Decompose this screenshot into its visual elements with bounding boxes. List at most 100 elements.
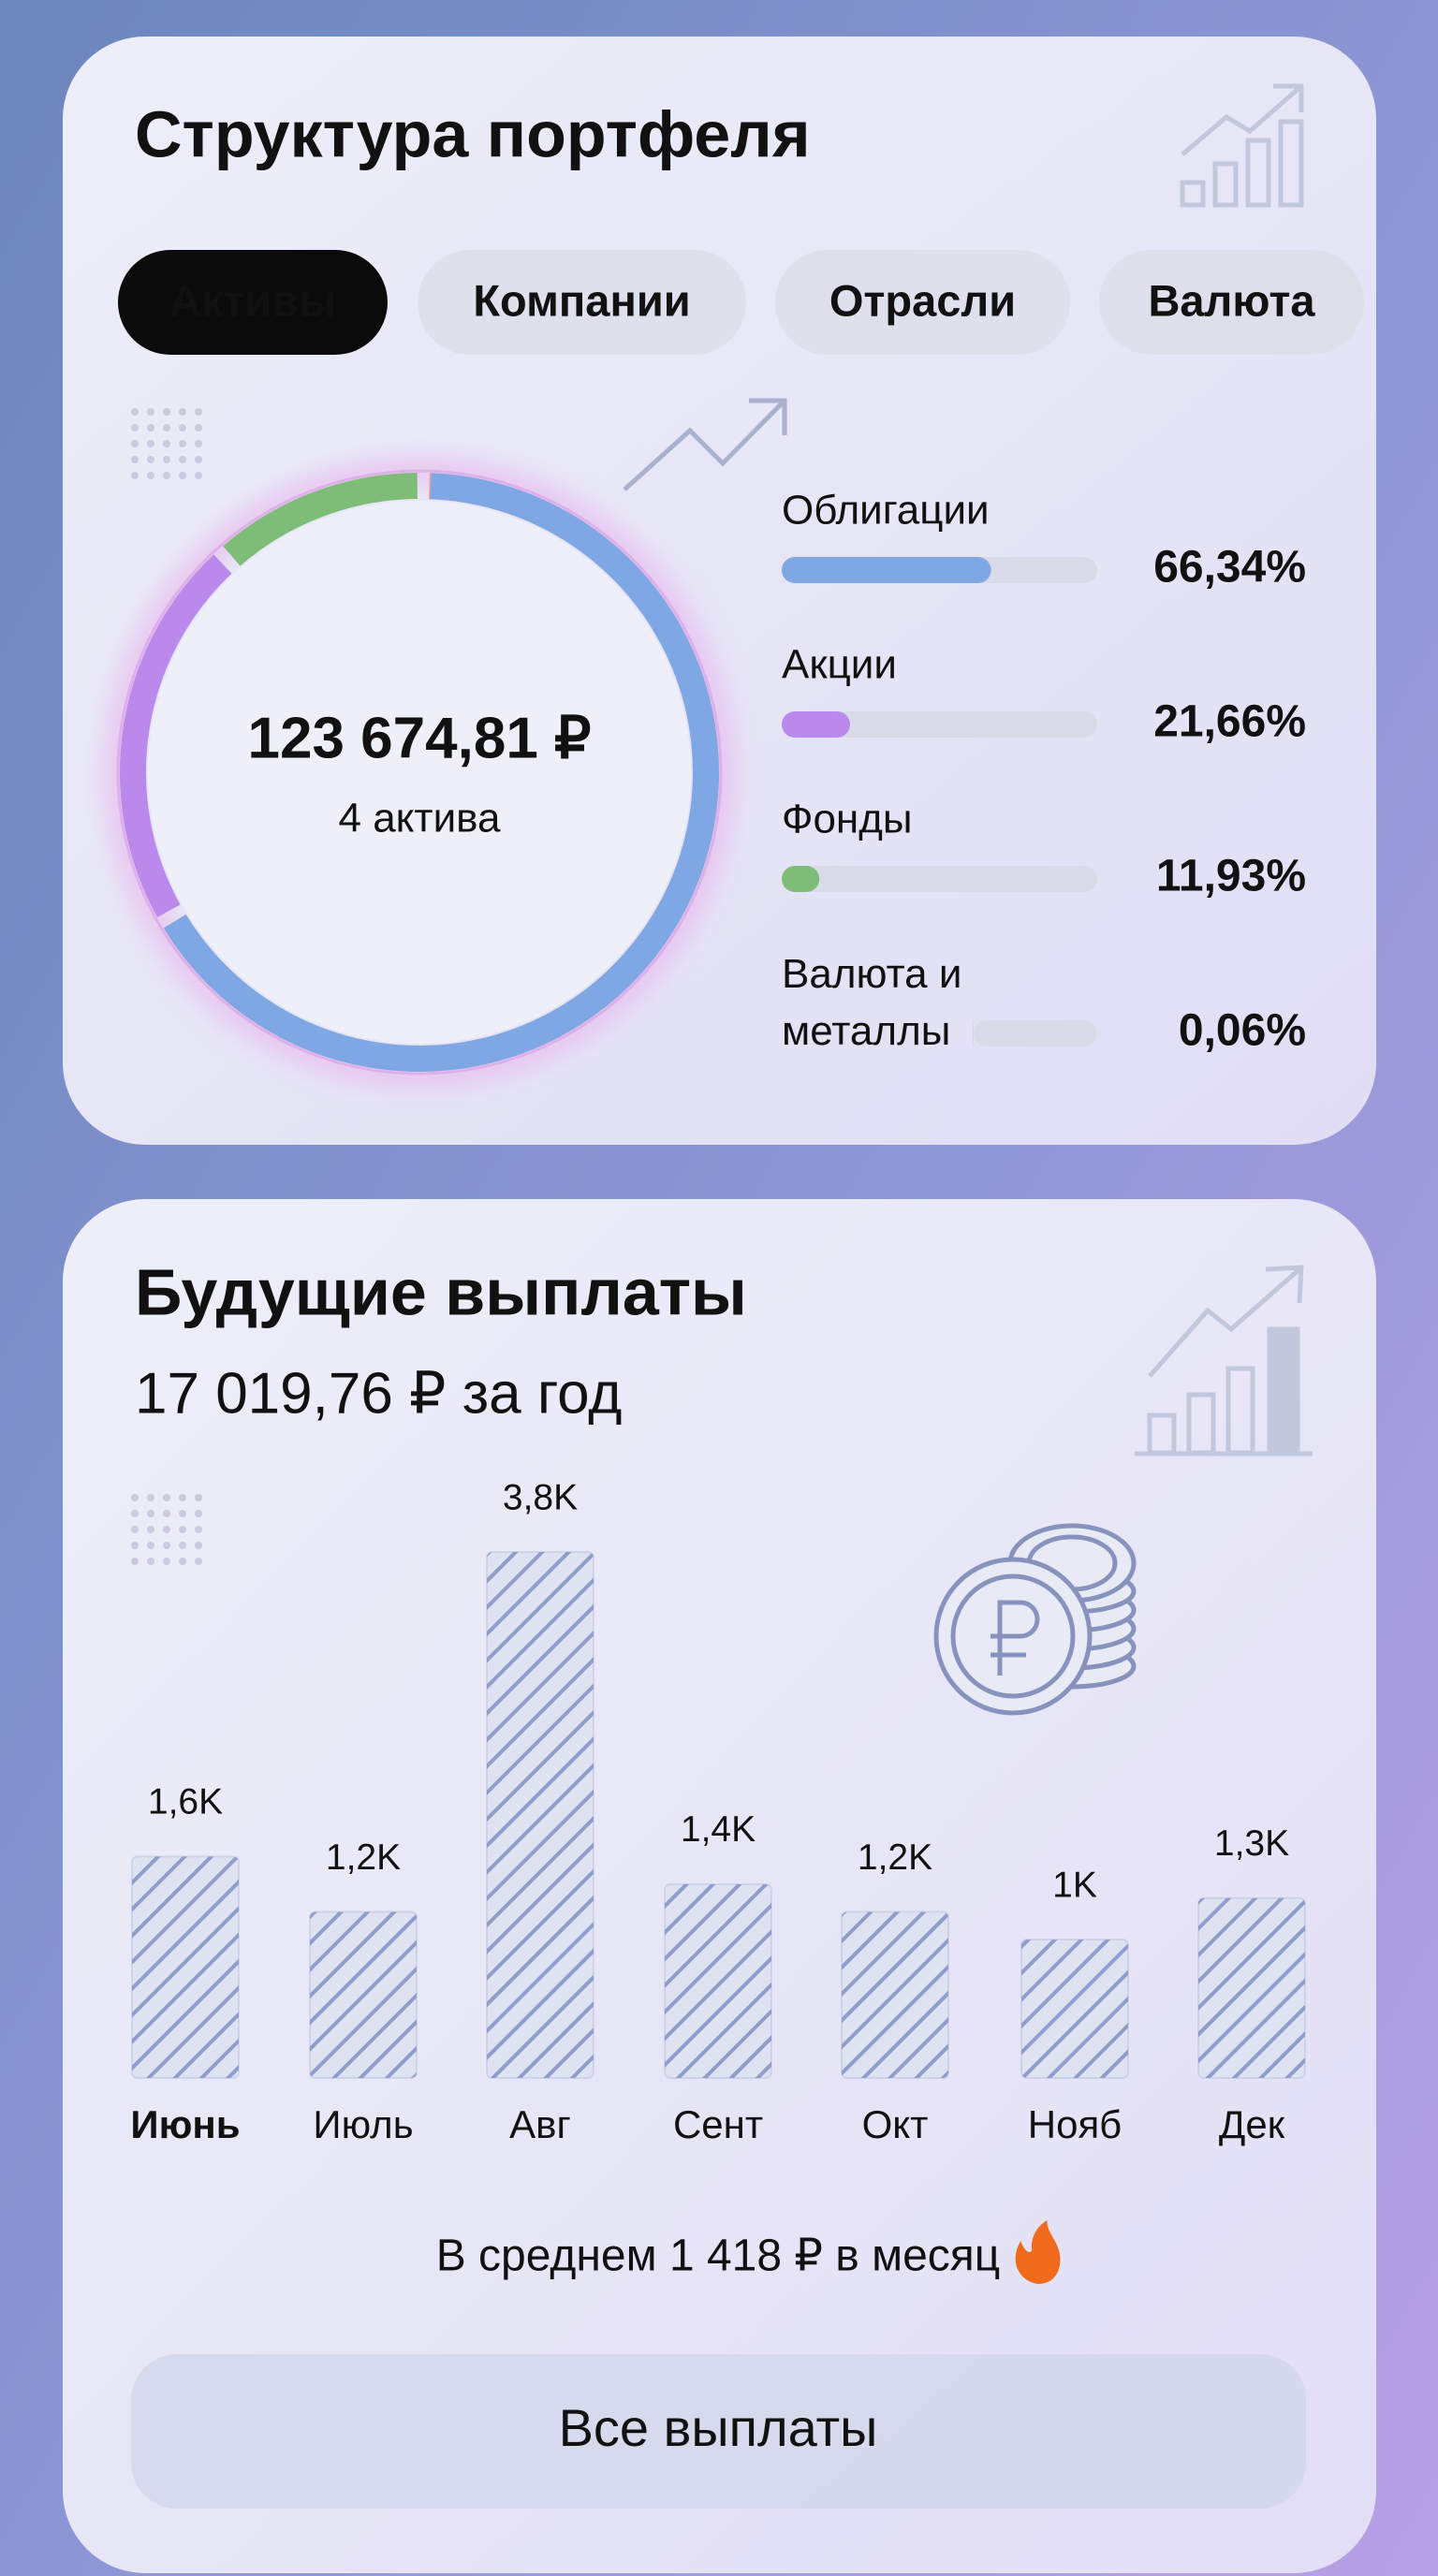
bar-value-label: 1,6K bbox=[148, 1782, 223, 1822]
tab-label[interactable]: Активы bbox=[169, 275, 336, 325]
dot bbox=[131, 1526, 139, 1533]
bar bbox=[309, 1910, 418, 2080]
dot bbox=[195, 424, 202, 432]
legend-label: Акции bbox=[782, 642, 897, 688]
legend-track bbox=[782, 866, 1097, 892]
dot bbox=[147, 440, 154, 447]
x-tick-label: Нояб bbox=[1028, 2102, 1123, 2146]
dot bbox=[147, 1510, 154, 1517]
asset-count: 4 актива bbox=[339, 796, 502, 842]
dot bbox=[195, 408, 202, 416]
dot bbox=[179, 424, 186, 432]
tab[interactable] bbox=[418, 250, 746, 355]
dot bbox=[131, 1558, 139, 1565]
dot bbox=[163, 1494, 170, 1501]
legend-value: 66,34% bbox=[1153, 543, 1306, 593]
legend-label: Облигации bbox=[782, 488, 990, 534]
dot bbox=[163, 472, 170, 479]
dot bbox=[179, 1542, 186, 1549]
dot bbox=[131, 440, 139, 447]
dot bbox=[147, 472, 154, 479]
x-tick-label: Июнь bbox=[130, 2102, 240, 2146]
dot bbox=[163, 1510, 170, 1517]
bar-value-label: 1,2K bbox=[326, 1837, 401, 1878]
donut-segment bbox=[223, 473, 418, 566]
dot bbox=[131, 1510, 139, 1517]
tab-label[interactable]: Компании bbox=[473, 275, 690, 325]
average-text: В среднем 1 418 ₽ в месяц bbox=[436, 2232, 1001, 2281]
x-tick-label: Окт bbox=[862, 2102, 929, 2146]
legend-bar bbox=[782, 866, 820, 892]
tab[interactable] bbox=[1099, 250, 1364, 355]
legend: Облигации 66,34% Акции 21,66% Фонды 11,93% Вал… bbox=[782, 488, 1306, 1056]
x-tick-label: Авг bbox=[509, 2102, 571, 2146]
legend-label: Фонды bbox=[782, 797, 913, 842]
dot bbox=[195, 1526, 202, 1533]
tab-label[interactable]: Валюта bbox=[1148, 275, 1315, 325]
dot bbox=[163, 1526, 170, 1533]
dot bbox=[179, 408, 186, 416]
dot bbox=[195, 1558, 202, 1565]
x-tick-label: Сент bbox=[673, 2102, 763, 2146]
bar-value-label: 1,4K bbox=[681, 1809, 756, 1850]
dot bbox=[195, 1494, 202, 1501]
dot bbox=[179, 472, 186, 479]
bar-value-label: 1K bbox=[1052, 1865, 1097, 1905]
total-value: 123 674,81 ₽ bbox=[248, 706, 592, 770]
dot bbox=[163, 1558, 170, 1565]
coins-icon bbox=[933, 1523, 1137, 1716]
bar bbox=[131, 1855, 240, 2079]
card-title: Будущие выплаты bbox=[135, 1255, 747, 1328]
dot bbox=[195, 472, 202, 479]
flame-icon bbox=[1015, 2220, 1061, 2284]
bar bbox=[486, 1551, 594, 2079]
dot bbox=[131, 472, 139, 479]
legend-value: 11,93% bbox=[1156, 852, 1306, 901]
dot bbox=[195, 440, 202, 447]
card-title: Структура портфеля bbox=[135, 97, 811, 170]
all-payments-button[interactable] bbox=[131, 2354, 1306, 2509]
dot-grid bbox=[131, 408, 202, 479]
donut-segment bbox=[120, 554, 232, 917]
tab[interactable] bbox=[118, 250, 388, 355]
legend-value: 21,66% bbox=[1153, 697, 1306, 747]
legend-value: 0,06% bbox=[1179, 1006, 1306, 1056]
dot-grid bbox=[131, 1494, 202, 1565]
legend-track bbox=[782, 711, 1097, 738]
dot bbox=[179, 1558, 186, 1565]
tab-bar: Активы Компании Отрасли Валюта bbox=[118, 250, 1364, 355]
chart-icon bbox=[1180, 83, 1304, 208]
dot bbox=[163, 1542, 170, 1549]
dot bbox=[179, 456, 186, 463]
dot bbox=[131, 408, 139, 416]
card-subtitle: 17 019,76 ₽ за год bbox=[135, 1361, 622, 1426]
dot bbox=[163, 440, 170, 447]
tab[interactable] bbox=[775, 250, 1070, 355]
dot bbox=[147, 1542, 154, 1549]
donut-segment bbox=[163, 473, 719, 1072]
dot bbox=[179, 1494, 186, 1501]
dot bbox=[163, 424, 170, 432]
dot bbox=[147, 1526, 154, 1533]
bar-value-label: 3,8K bbox=[503, 1477, 578, 1517]
dot bbox=[147, 456, 154, 463]
bar-chart: 1,6K Июнь 1,2K Июль 3,8K Авг 1,4K Сент 1,2K Окт 1K… bbox=[130, 1477, 1306, 2146]
dot bbox=[195, 1542, 202, 1549]
dot bbox=[147, 424, 154, 432]
tab-label[interactable]: Отрасли bbox=[829, 275, 1016, 325]
dot bbox=[195, 456, 202, 463]
dot bbox=[163, 456, 170, 463]
bar bbox=[841, 1910, 949, 2080]
dot bbox=[131, 1494, 139, 1501]
bar-value-label: 1,3K bbox=[1214, 1823, 1289, 1864]
dot bbox=[163, 408, 170, 416]
legend-track bbox=[973, 1020, 1097, 1046]
legend-label: Валюта и металлы bbox=[782, 951, 961, 1054]
x-tick-label: Июль bbox=[313, 2102, 413, 2146]
chart-icon bbox=[1135, 1265, 1313, 1456]
dot bbox=[131, 1542, 139, 1549]
dot bbox=[147, 1494, 154, 1501]
button-label[interactable]: Все выплаты bbox=[559, 2398, 878, 2457]
dot bbox=[195, 1510, 202, 1517]
